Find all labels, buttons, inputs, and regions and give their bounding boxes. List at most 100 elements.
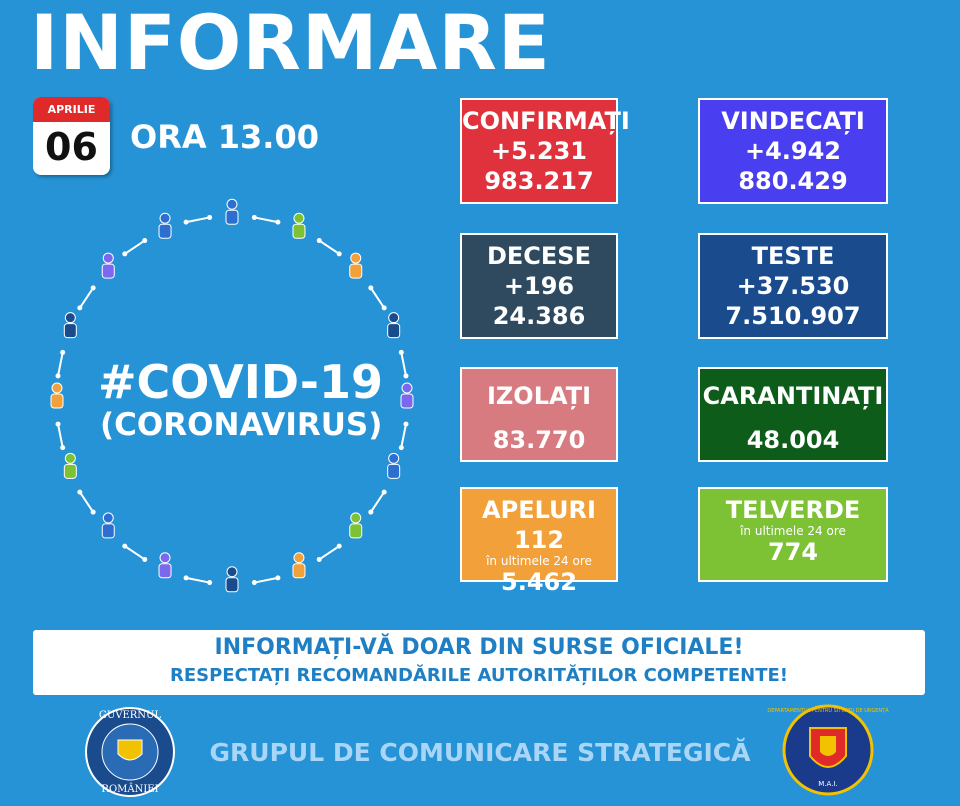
arrow [370, 491, 386, 513]
logo-dsu: DEPARTAMENTUL PENTRU SITUAȚII DE URGENȚĂ… [767, 704, 889, 796]
box-delta: +196 [503, 272, 575, 300]
person-head [64, 312, 76, 324]
arrow-end [251, 214, 257, 220]
person-body [292, 563, 306, 579]
arrow-end [183, 219, 189, 225]
person-head [159, 212, 171, 224]
arrow-end [183, 575, 189, 581]
stat-box: CONFIRMAȚI +5.231 983.217 [460, 98, 630, 204]
arrow-end [381, 489, 387, 495]
logo-text: GUVERNUL [99, 710, 162, 721]
box-note: în ultimele 24 ore [486, 554, 592, 568]
banner-line: INFORMAȚI-VĂ DOAR DIN SURSE OFICIALE! [214, 635, 744, 660]
box-total: 48.004 [746, 426, 840, 454]
person-head [51, 382, 63, 394]
arrow-end [90, 285, 96, 291]
person-body [292, 223, 306, 239]
arrow-end [142, 238, 148, 244]
box-label: CARANTINAȚI [702, 382, 884, 410]
arrow [400, 352, 407, 377]
arrow-end [381, 305, 387, 311]
arrow [124, 545, 146, 561]
person-head [388, 312, 400, 324]
person-body [225, 209, 239, 225]
box-total: 774 [767, 538, 819, 566]
box-delta: +37.530 [736, 272, 850, 300]
arrow [78, 287, 94, 309]
person-head [293, 552, 305, 564]
arrow-end [316, 556, 322, 562]
arrow-end [251, 580, 257, 586]
logo-text: M.A.I. [818, 780, 837, 788]
arrow-end [398, 349, 404, 355]
footer-text: GRUPUL DE COMUNICARE STRATEGICĂ [209, 738, 751, 767]
arrow-end [275, 219, 281, 225]
box-total: 5.462 [501, 568, 577, 596]
box-label: CONFIRMAȚI [462, 107, 630, 135]
box-label: TELVERDE [725, 496, 861, 524]
day: 06 [45, 125, 98, 169]
person-body [387, 463, 401, 479]
arrow-end [55, 373, 61, 379]
box-total: 24.386 [492, 302, 586, 330]
arrow-end [403, 421, 409, 427]
stat-box: DECESE +196 24.386 [460, 233, 618, 339]
arrow [254, 216, 279, 224]
arrow [318, 545, 340, 561]
stat-box: IZOLAȚI 83.770 [460, 367, 618, 462]
stat-box: VINDECAȚI +4.942 880.429 [698, 98, 888, 204]
arrow [370, 287, 386, 309]
arrow-end [122, 251, 128, 257]
arrow-end [398, 445, 404, 451]
box-note: în ultimele 24 ore [740, 524, 846, 538]
box-label: APELURI 112 [482, 496, 596, 554]
box-total: 83.770 [492, 426, 586, 454]
arrow [318, 239, 340, 255]
person-head [102, 252, 114, 264]
person-head [401, 382, 413, 394]
person-head [102, 512, 114, 524]
person-body [400, 393, 414, 409]
arrow [57, 423, 64, 448]
covid-title: #COVID-19 [98, 355, 384, 409]
person-head [350, 512, 362, 524]
arrow-end [142, 556, 148, 562]
arrow [124, 239, 146, 255]
calendar: APRILIE 06 [33, 97, 110, 175]
box-label: TESTE [751, 242, 835, 270]
arrow [185, 576, 210, 584]
arrow-end [207, 214, 213, 220]
person-head [226, 566, 238, 578]
arrow-end [368, 285, 374, 291]
person-head [293, 212, 305, 224]
person-body [101, 263, 115, 279]
stat-box: TESTE +37.530 7.510.907 [698, 233, 888, 339]
box-label: DECESE [486, 242, 591, 270]
arrow-end [275, 575, 281, 581]
person-body [63, 323, 77, 339]
arrow-end [77, 305, 83, 311]
arrow-end [122, 543, 128, 549]
time: ORA 13.00 [130, 118, 319, 156]
arrow-end [368, 509, 374, 515]
person-body [158, 563, 172, 579]
arrow-end [60, 445, 66, 451]
box-label: IZOLAȚI [486, 382, 592, 410]
arrow-end [90, 509, 96, 515]
arrow-end [77, 489, 83, 495]
arrow-end [60, 349, 66, 355]
arrow-end [403, 373, 409, 379]
logo-text: ROMÂNIEI [101, 783, 158, 795]
arrow-end [336, 251, 342, 257]
arrow-end [55, 421, 61, 427]
person-body [50, 393, 64, 409]
banner-line: RESPECTAȚI RECOMANDĂRILE AUTORITĂȚILOR C… [169, 665, 789, 686]
person-head [64, 452, 76, 464]
arrow-end [336, 543, 342, 549]
person-head [226, 198, 238, 210]
banner: INFORMAȚI-VĂ DOAR DIN SURSE OFICIALE! RE… [33, 630, 925, 695]
covid-subtitle: (CORONAVIRUS) [100, 407, 383, 443]
box-label: VINDECAȚI [721, 107, 865, 135]
